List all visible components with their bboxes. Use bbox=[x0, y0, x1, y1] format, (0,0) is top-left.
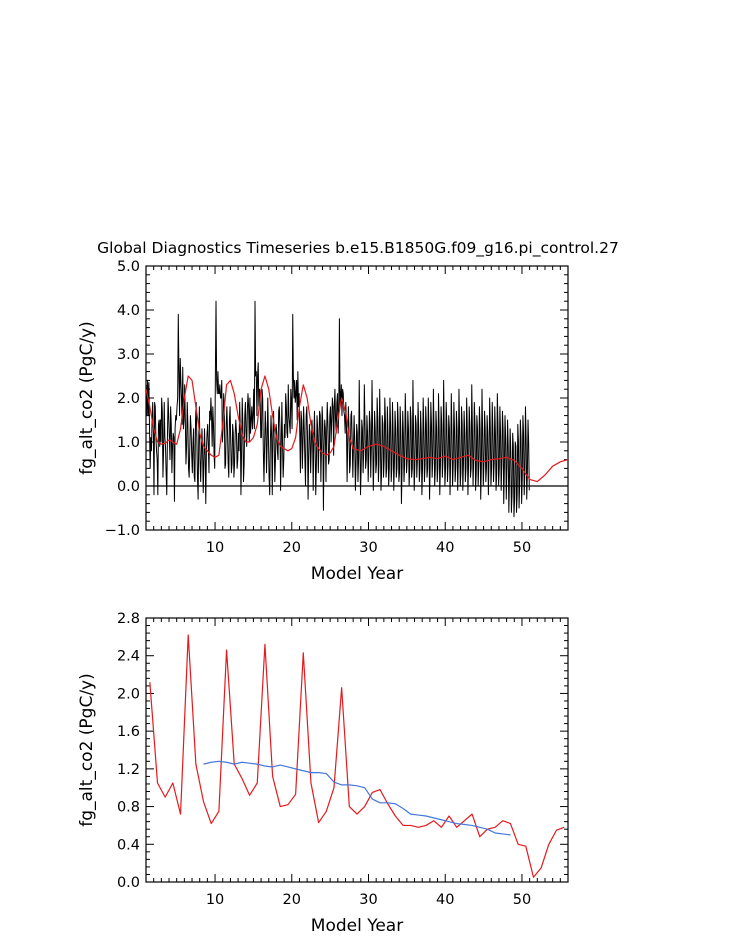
x-tick-label: 50 bbox=[513, 892, 531, 908]
y-tick-label: 2.4 bbox=[117, 649, 140, 665]
annual-mean-series-line bbox=[149, 634, 565, 878]
series-group bbox=[149, 634, 565, 878]
x-axis-label: Model Year bbox=[311, 916, 403, 936]
x-tick-label: 30 bbox=[359, 892, 377, 908]
plot-frame bbox=[145, 265, 569, 531]
top-timeseries-panel: −1.0 0.0 1.0 2.0 3.0 4.0 5.0 10 20 30 40 50 Model Ye… bbox=[77, 259, 569, 584]
plot-frame bbox=[145, 617, 569, 883]
y-tick-label: 0.4 bbox=[117, 837, 140, 853]
y-tick-label: 2.0 bbox=[117, 391, 140, 407]
y-tick-label: −1.0 bbox=[105, 523, 140, 539]
x-tick-label: 10 bbox=[206, 540, 224, 556]
x-tick-label: 40 bbox=[436, 892, 454, 908]
x-tick-label: 40 bbox=[436, 540, 454, 556]
x-tick-label: 50 bbox=[513, 540, 531, 556]
y-tick-label: 2.8 bbox=[117, 611, 140, 627]
y-tick-label: 0.0 bbox=[117, 875, 140, 891]
y-axis-label: fg_alt_co2 (PgC/y) bbox=[77, 321, 97, 475]
y-tick-label: 3.0 bbox=[117, 347, 140, 363]
figure-title: Global Diagnostics Timeseries b.e15.B185… bbox=[97, 239, 619, 258]
y-tick-label: 0.0 bbox=[117, 479, 140, 495]
x-tick-label: 20 bbox=[283, 892, 301, 908]
smoothed-series-line bbox=[203, 760, 511, 836]
y-tick-label: 1.0 bbox=[117, 435, 140, 451]
y-tick-label: 1.6 bbox=[117, 724, 140, 740]
y-tick-label: 4.0 bbox=[117, 303, 140, 319]
series-group bbox=[146, 300, 568, 518]
y-tick-label: 1.2 bbox=[117, 762, 140, 778]
y-tick-label: 5.0 bbox=[117, 259, 140, 275]
monthly-series-line bbox=[146, 300, 530, 518]
annual-running-series-line bbox=[146, 375, 568, 483]
x-tick-label: 30 bbox=[359, 540, 377, 556]
bottom-timeseries-panel: 0.0 0.4 0.8 1.2 1.6 2.0 2.4 2.8 10 20 30 40 50 Model … bbox=[77, 611, 569, 936]
x-tick-label: 10 bbox=[206, 892, 224, 908]
y-tick-label: 2.0 bbox=[117, 686, 140, 702]
x-tick-label: 20 bbox=[283, 540, 301, 556]
y-tick-label: 0.8 bbox=[117, 800, 140, 816]
x-axis-label: Model Year bbox=[311, 564, 403, 584]
y-axis-label: fg_alt_co2 (PgC/y) bbox=[77, 673, 97, 827]
